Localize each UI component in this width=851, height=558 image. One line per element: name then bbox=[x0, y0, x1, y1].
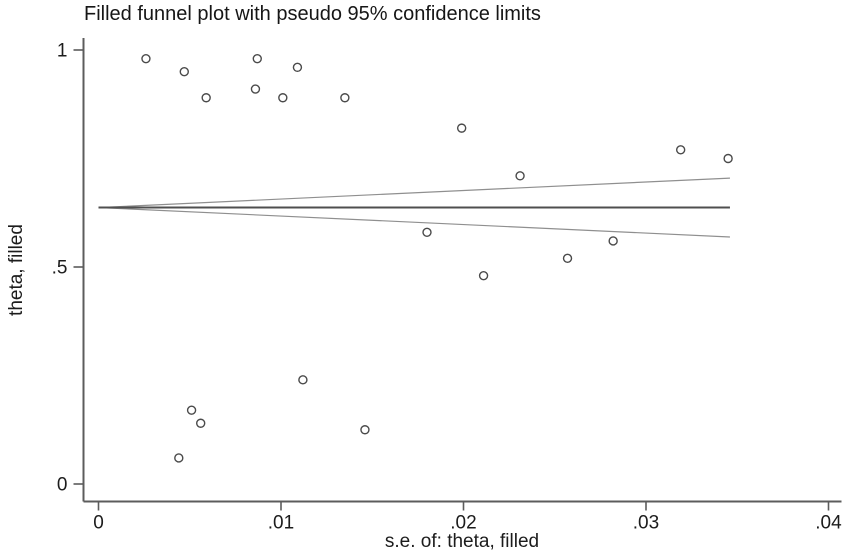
upper-confidence-limit-line bbox=[98, 177, 730, 209]
data-point bbox=[723, 153, 733, 164]
data-point bbox=[422, 227, 432, 237]
data-point bbox=[456, 123, 467, 133]
axes-group: 0 .5 1 0 .01 .02 .03 .04 bbox=[52, 38, 842, 534]
y-tick-label: 1 bbox=[57, 41, 68, 62]
data-point bbox=[179, 66, 189, 77]
data-point bbox=[298, 375, 308, 385]
x-tick-label: .03 bbox=[633, 513, 659, 534]
data-point bbox=[478, 270, 489, 281]
funnel-lines-group bbox=[98, 177, 730, 238]
x-tick-label: .02 bbox=[450, 513, 476, 534]
data-point bbox=[340, 93, 350, 103]
chart-title: Filled funnel plot with pseudo 95% confi… bbox=[84, 3, 541, 25]
data-points-group bbox=[141, 53, 733, 463]
x-tick-label: 0 bbox=[93, 513, 104, 534]
data-point bbox=[250, 84, 261, 94]
x-tick-label: .04 bbox=[815, 513, 842, 534]
data-point bbox=[252, 53, 262, 64]
data-point bbox=[515, 171, 525, 181]
lower-confidence-limit-line bbox=[98, 206, 730, 238]
data-point bbox=[675, 145, 686, 155]
y-tick-label: .5 bbox=[52, 258, 68, 279]
data-point bbox=[195, 418, 206, 428]
data-point bbox=[186, 405, 197, 415]
data-point bbox=[292, 62, 303, 73]
x-tick-label: .01 bbox=[268, 513, 294, 534]
data-point bbox=[278, 93, 288, 103]
data-point bbox=[360, 425, 370, 435]
y-tick-label: 0 bbox=[57, 475, 68, 496]
y-axis-label: theta, filled bbox=[6, 224, 27, 316]
data-point bbox=[562, 253, 573, 264]
x-axis-label: s.e. of: theta, filled bbox=[385, 531, 539, 552]
data-point bbox=[141, 53, 151, 64]
data-point bbox=[174, 453, 184, 463]
data-point bbox=[201, 93, 211, 103]
data-point bbox=[608, 236, 618, 246]
